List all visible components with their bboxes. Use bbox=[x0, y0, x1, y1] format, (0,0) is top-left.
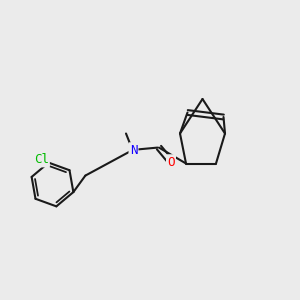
Text: Cl: Cl bbox=[34, 153, 49, 166]
Text: O: O bbox=[167, 155, 175, 169]
Text: N: N bbox=[130, 143, 137, 157]
